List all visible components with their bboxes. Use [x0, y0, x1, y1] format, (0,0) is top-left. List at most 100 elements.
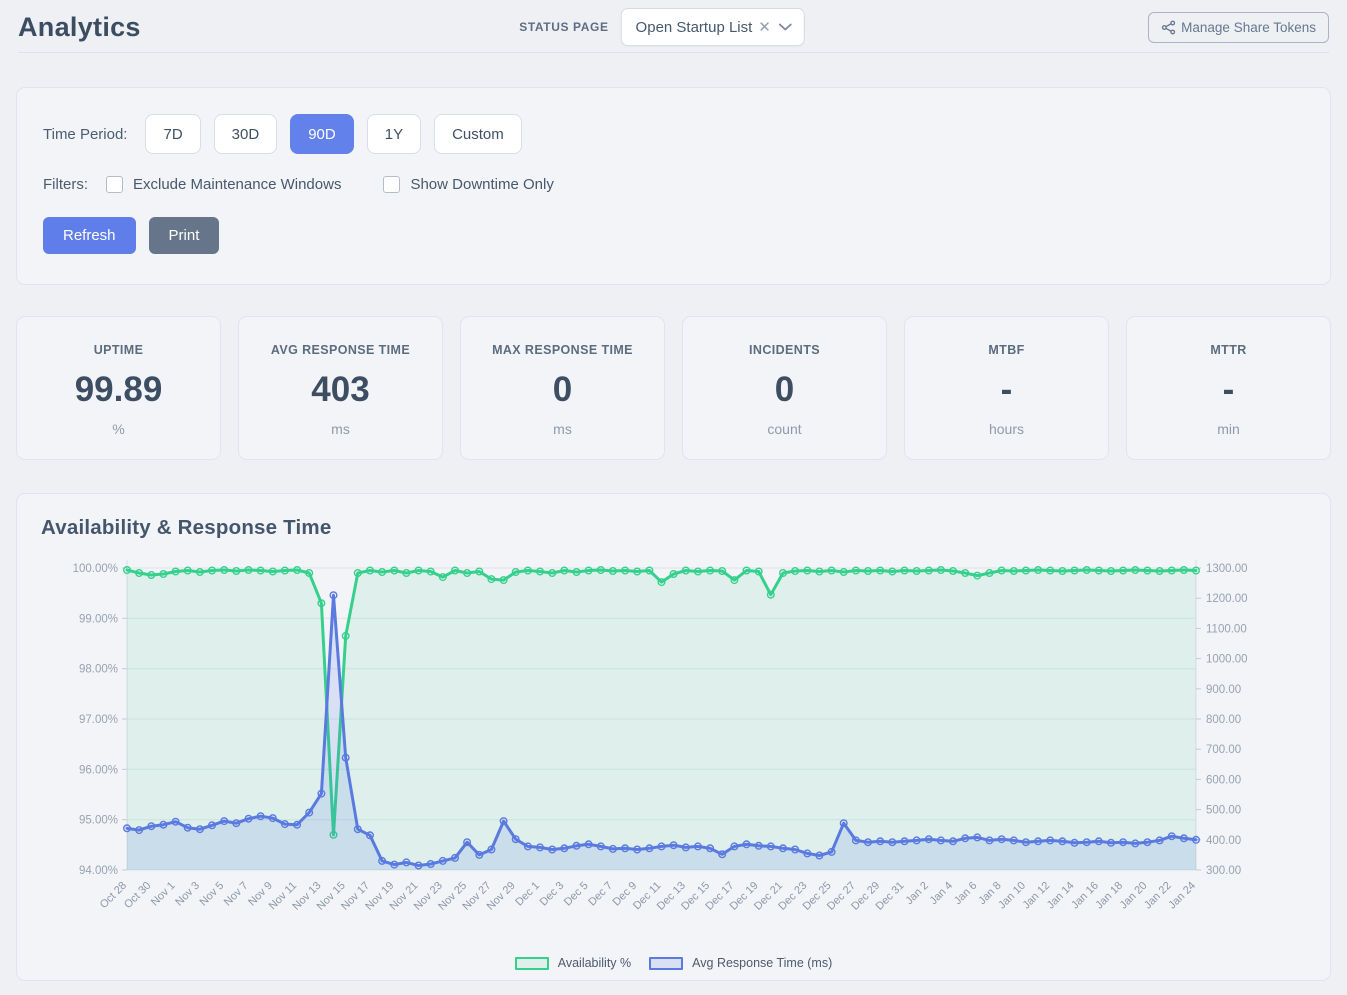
status-page-selected-value: Open Startup List [635, 18, 753, 36]
svg-text:98.00%: 98.00% [79, 664, 118, 676]
svg-text:1000.00: 1000.00 [1206, 654, 1248, 666]
chevron-down-icon[interactable] [778, 23, 792, 31]
svg-text:300.00: 300.00 [1206, 865, 1241, 877]
stat-card-max-response-time: MAX RESPONSE TIME 0 ms [460, 316, 665, 460]
chart-legend: Availability % Avg Response Time (ms) [41, 956, 1306, 970]
stat-label: INCIDENTS [749, 343, 820, 357]
svg-text:400.00: 400.00 [1206, 835, 1241, 847]
time-period-1y-button[interactable]: 1Y [366, 114, 422, 154]
stat-card-avg-response-time: AVG RESPONSE TIME 403 ms [238, 316, 443, 460]
stat-label: MTBF [988, 343, 1025, 357]
legend-item-response-time[interactable]: Avg Response Time (ms) [649, 956, 832, 970]
status-page-select[interactable]: Open Startup List ✕ [620, 8, 805, 46]
svg-text:700.00: 700.00 [1206, 744, 1241, 756]
svg-text:Dec 1: Dec 1 [513, 880, 542, 909]
stat-unit: count [767, 421, 802, 437]
time-period-label: Time Period: [43, 125, 128, 143]
legend-label: Availability % [557, 956, 632, 970]
stat-unit: min [1217, 421, 1240, 437]
stat-value: - [1222, 370, 1235, 409]
chart-panel: Availability & Response Time 94.00% 95.00… [16, 493, 1331, 981]
stat-label: MTTR [1210, 343, 1247, 357]
filter-checkboxes: Exclude Maintenance Windows Show Downtime… [106, 176, 596, 193]
svg-text:95.00%: 95.00% [79, 815, 118, 827]
stat-unit: hours [988, 421, 1025, 437]
stat-value: 0 [774, 370, 795, 409]
time-period-90d-button[interactable]: 90D [290, 114, 354, 154]
stat-value: 99.89 [74, 370, 163, 409]
stat-value: 403 [311, 370, 370, 409]
share-icon [1161, 20, 1176, 35]
svg-text:Jan 4: Jan 4 [928, 880, 956, 908]
svg-text:1200.00: 1200.00 [1206, 593, 1248, 605]
header: Analytics STATUS PAGE Open Startup List … [0, 0, 1347, 52]
checkbox-label: Exclude Maintenance Windows [133, 176, 342, 193]
svg-text:1300.00: 1300.00 [1206, 563, 1248, 575]
time-period-custom-button[interactable]: Custom [434, 114, 522, 154]
manage-share-tokens-button[interactable]: Manage Share Tokens [1148, 11, 1329, 43]
time-period-row: Time Period: 7D 30D 90D 1Y Custom [43, 114, 1304, 154]
time-period-30d-button[interactable]: 30D [213, 114, 278, 154]
svg-text:800.00: 800.00 [1206, 714, 1241, 726]
show-downtime-checkbox-item[interactable]: Show Downtime Only [383, 176, 554, 193]
svg-text:Dec 3: Dec 3 [538, 880, 567, 909]
chart-title: Availability & Response Time [41, 516, 332, 539]
stat-unit: ms [553, 421, 572, 437]
stat-card-mttr: MTTR - min [1126, 316, 1331, 460]
legend-item-availability[interactable]: Availability % [514, 956, 632, 970]
svg-text:94.00%: 94.00% [79, 865, 118, 877]
chart-wrap: 94.00% 95.00% 96.00% 97.00% 98.00% 99.00% 100.… [41, 554, 1306, 952]
stat-value: - [1000, 370, 1013, 409]
actions-row: Refresh Print [43, 217, 1304, 254]
stat-label: UPTIME [93, 343, 144, 357]
exclude-maintenance-checkbox-item[interactable]: Exclude Maintenance Windows [106, 176, 341, 193]
manage-share-tokens-label: Manage Share Tokens [1181, 19, 1316, 35]
time-period-7d-button[interactable]: 7D [145, 114, 201, 154]
svg-text:Jan 6: Jan 6 [952, 880, 980, 908]
svg-text:Dec 7: Dec 7 [586, 880, 615, 909]
svg-text:Oct 30: Oct 30 [122, 880, 153, 911]
svg-text:1100.00: 1100.00 [1206, 623, 1247, 635]
time-period-group: 7D 30D 90D 1Y Custom [145, 114, 522, 154]
svg-text:Dec 5: Dec 5 [562, 880, 591, 909]
svg-text:600.00: 600.00 [1206, 774, 1241, 786]
stat-unit: ms [331, 421, 350, 437]
checkbox-label: Show Downtime Only [410, 176, 554, 193]
legend-label: Avg Response Time (ms) [692, 956, 833, 970]
svg-text:Nov 1: Nov 1 [149, 880, 178, 909]
stat-card-uptime: UPTIME 99.89% [16, 316, 221, 460]
availability-response-chart: 94.00% 95.00% 96.00% 97.00% 98.00% 99.00% 100.… [73, 560, 1248, 913]
legend-swatch [514, 956, 549, 970]
svg-text:100.00%: 100.00% [73, 563, 118, 575]
svg-text:900.00: 900.00 [1206, 684, 1241, 696]
filters-panel: Time Period: 7D 30D 90D 1Y Custom Filters: E… [16, 87, 1331, 285]
legend-swatch [649, 956, 684, 970]
svg-text:Nov 7: Nov 7 [222, 880, 251, 909]
refresh-button[interactable]: Refresh [43, 217, 136, 254]
svg-text:97.00%: 97.00% [79, 714, 118, 726]
stat-label: MAX RESPONSE TIME [492, 343, 633, 357]
stat-card-mtbf: MTBF - hours [904, 316, 1109, 460]
filters-row: Filters: Exclude Maintenance Windows Show… [43, 176, 1304, 193]
svg-text:99.00%: 99.00% [79, 613, 118, 625]
checkbox[interactable] [106, 176, 123, 193]
clear-icon[interactable]: ✕ [758, 18, 771, 36]
filters-label: Filters: [43, 176, 88, 193]
header-divider [18, 52, 1329, 53]
svg-text:500.00: 500.00 [1206, 805, 1241, 817]
status-page-label: STATUS PAGE [519, 20, 609, 34]
stats-row: UPTIME 99.89% AVG RESPONSE TIME 403 ms MAX RE… [16, 316, 1331, 460]
svg-text:Nov 3: Nov 3 [173, 880, 202, 909]
print-button[interactable]: Print [148, 217, 220, 254]
status-page-group: STATUS PAGE Open Startup List ✕ [519, 8, 805, 46]
stat-unit: % [112, 421, 125, 437]
checkbox[interactable] [383, 176, 401, 193]
page-title: Analytics [18, 11, 141, 42]
stat-card-incidents: INCIDENTS 0 count [682, 316, 887, 460]
svg-text:Jan 2: Jan 2 [903, 880, 931, 908]
svg-text:96.00%: 96.00% [79, 764, 118, 776]
svg-text:Jan 24: Jan 24 [1166, 880, 1198, 912]
stat-label: AVG RESPONSE TIME [270, 343, 411, 357]
stat-value: 0 [552, 370, 573, 409]
